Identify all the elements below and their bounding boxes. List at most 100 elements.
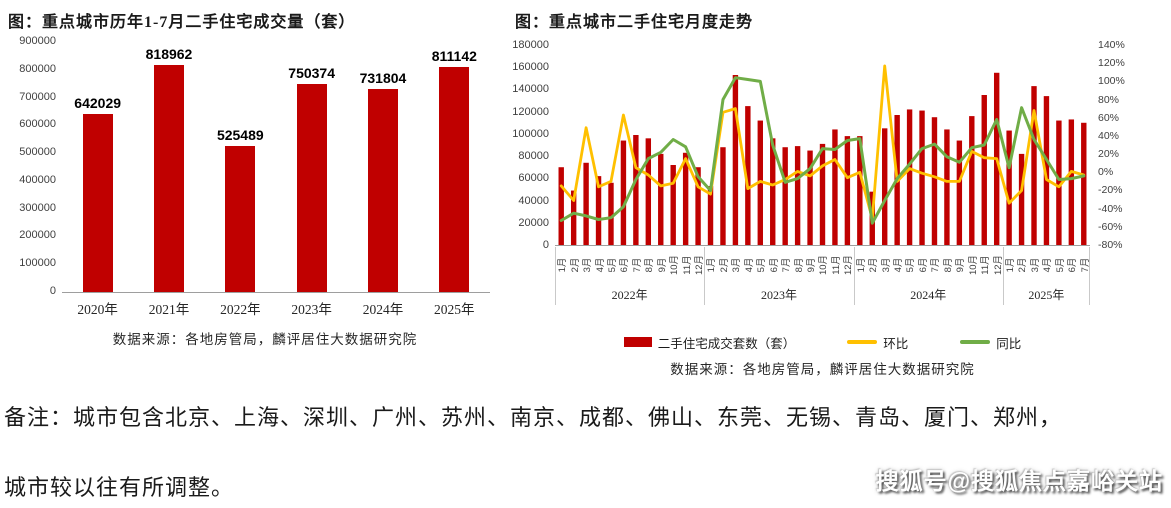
month-label-cell: 10月: [816, 247, 829, 283]
year-group-label: 2025年: [1028, 287, 1065, 302]
right-left-y-tick: 0: [542, 239, 549, 251]
right-chart-left-y-axis: 180000 160000 140000 120000 100000 80000 60000…: [503, 39, 549, 251]
month-label-cell: 6月: [617, 247, 630, 283]
bar: [225, 146, 256, 292]
year-labels-row: 2022年 2023年 2024年 2025年: [555, 283, 1090, 305]
bar: [782, 147, 788, 245]
left-x-category-label: 2025年: [434, 302, 475, 317]
bar-value-label: 525489: [216, 127, 264, 144]
bar: [969, 116, 975, 245]
month-label-cell: 8月: [791, 247, 805, 283]
month-label-cell: 6月: [1065, 247, 1078, 283]
right-chart-right-y-axis: 140% 120% 100% 80% 60% 40% 20% 0% -20% -40% -60% -8…: [1098, 39, 1150, 251]
month-label-cell: 4月: [592, 247, 606, 283]
left-x-category-label: 2020年: [77, 302, 118, 317]
month-label-cell: 3月: [580, 247, 593, 283]
bar: [1056, 120, 1062, 245]
month-label-cell: 7月: [779, 247, 793, 283]
bar: [296, 83, 327, 292]
left-bar-group: 525489: [205, 42, 276, 292]
right-right-y-tick: 0%: [1098, 166, 1114, 179]
right-left-y-tick: 160000: [512, 61, 549, 74]
year-separator-line: [555, 247, 556, 305]
mom-line: [559, 64, 1086, 221]
legend-bar-swatch: [623, 337, 652, 347]
right-chart-x-axis: 1月 2月 3月 4月 5月 6月 7月 8月 9月 10月 11月 12月 1月 2月 3月 4月 5月 6月 7…: [555, 247, 1091, 305]
month-label-cell: 1月: [704, 247, 717, 283]
right-right-y-tick: -60%: [1098, 220, 1123, 233]
left-y-tick: 700000: [19, 90, 56, 103]
left-y-tick: 900000: [19, 35, 56, 47]
year-group-label: 2022年: [611, 287, 648, 302]
right-chart-svg: [558, 64, 1087, 246]
right-right-y-tick: 120%: [1098, 57, 1125, 70]
month-label-cell: 3月: [729, 247, 742, 283]
month-label: 7月: [781, 257, 793, 273]
right-left-y-tick: 20000: [518, 216, 549, 229]
left-bar-group: 811142: [419, 42, 490, 292]
right-left-y-tick: 180000: [512, 39, 549, 51]
year-group-label: 2023年: [760, 287, 797, 302]
bar: [732, 75, 739, 245]
month-label-cell: 1月: [555, 247, 568, 283]
bar-value-label: 731804: [359, 69, 407, 86]
left-y-tick: 200000: [19, 229, 56, 242]
year-separator-line: [1002, 247, 1004, 305]
month-label-cell: 9月: [953, 247, 966, 283]
left-chart-source: 数据来源：各地房管局，麟评居住大数据研究院: [112, 332, 418, 347]
left-x-category-label: 2021年: [148, 302, 190, 317]
month-label-cell: 12月: [841, 247, 854, 283]
bar: [981, 95, 987, 245]
right-chart-source: 数据来源：各地房管局，麟评居住大数据研究院: [670, 362, 975, 377]
right-left-y-tick: 140000: [512, 83, 549, 96]
bar: [1068, 119, 1075, 245]
bar: [745, 106, 751, 245]
right-left-y-tick: 60000: [518, 172, 549, 185]
month-label-cell: 12月: [990, 247, 1004, 283]
bar: [558, 167, 564, 245]
yoy-line: [559, 76, 1086, 225]
month-label-cell: 2月: [1015, 247, 1028, 283]
bar: [595, 176, 602, 245]
year-group-label: 2024年: [910, 287, 947, 302]
bar: [670, 165, 676, 245]
right-right-y-tick: 80%: [1098, 93, 1120, 106]
legend-line-swatch: [847, 340, 878, 344]
left-bar-group: 818962: [133, 42, 204, 292]
bar: [570, 190, 577, 245]
year-separator-line: [1089, 247, 1090, 305]
month-label-cell: 8月: [642, 247, 655, 283]
month-label-cell: 7月: [928, 247, 941, 283]
legend-item: 环比: [847, 333, 908, 352]
right-right-y-tick: 40%: [1098, 129, 1120, 142]
left-bar-group: 642029: [62, 42, 133, 292]
bar-value-label: 750374: [288, 64, 335, 81]
bar: [857, 136, 863, 245]
left-bar-group: 750374: [276, 42, 347, 292]
bar: [931, 117, 938, 245]
month-label-cell: 11月: [978, 247, 991, 283]
legend-label: 环比: [883, 336, 909, 351]
bar: [633, 135, 639, 245]
bar: [367, 88, 398, 292]
right-right-y-tick: -80%: [1098, 239, 1123, 251]
bar: [944, 129, 950, 245]
bar: [695, 167, 701, 245]
bar: [439, 66, 470, 292]
right-chart-plot-area: [555, 45, 1090, 246]
bar: [608, 182, 614, 245]
legend-label: 二手住宅成交套数（套）: [657, 336, 796, 351]
legend-item: 同比: [960, 333, 1021, 352]
left-x-category-label: 2023年: [291, 302, 332, 317]
left-y-tick: 400000: [19, 173, 56, 186]
bar: [794, 146, 801, 245]
bar: [1018, 153, 1025, 245]
left-y-tick: 300000: [19, 201, 56, 214]
legend-line-swatch: [960, 340, 991, 344]
month-label-cell: 5月: [754, 247, 767, 283]
right-right-y-tick: -20%: [1098, 184, 1123, 197]
left-chart-y-axis: 900000 800000 700000 600000 500000 400000 3000…: [2, 35, 56, 297]
left-x-category-label: 2022年: [220, 302, 261, 317]
watermark-text: 搜狐号@搜狐焦点嘉峪关站: [875, 468, 1163, 494]
right-left-y-tick: 100000: [512, 127, 549, 140]
